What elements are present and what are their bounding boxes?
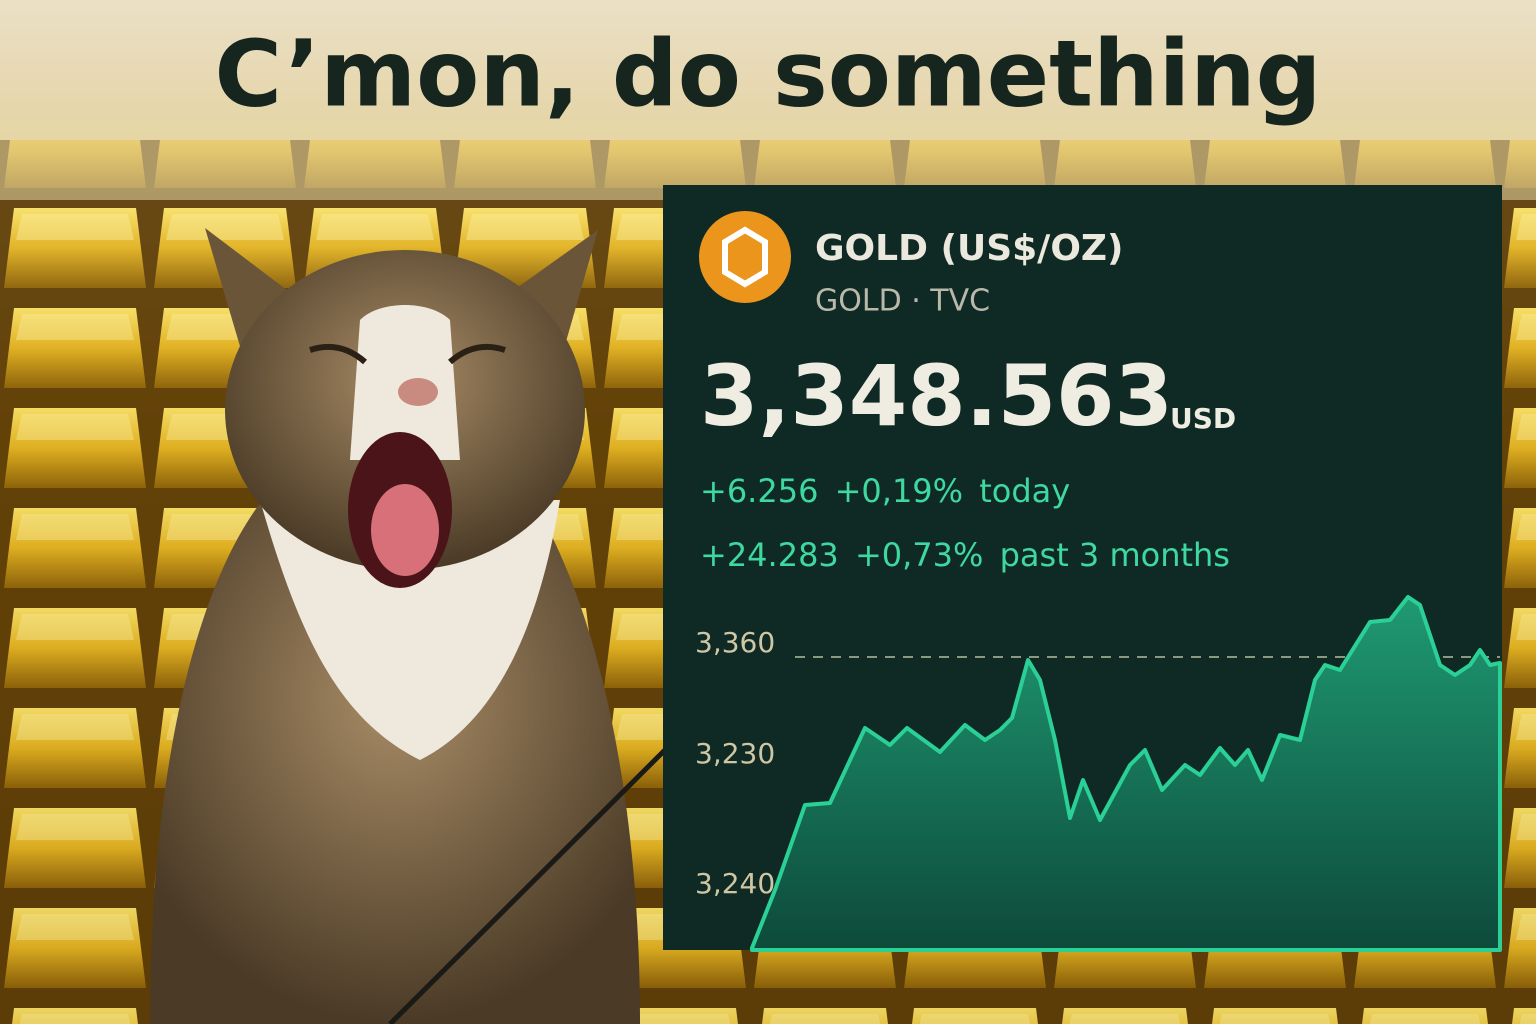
logo-mark: [722, 226, 768, 288]
change-amount: +6.256: [700, 472, 818, 510]
axis-label: 3,240: [695, 867, 775, 900]
price-area: [750, 595, 1502, 952]
change-period: past 3 months: [1000, 536, 1230, 574]
price: 3,348.563: [700, 347, 1173, 445]
currency: USD: [1170, 402, 1236, 435]
price-widget: GOLD (US$/OZ) GOLD · TVC 3,348.563 USD +…: [663, 185, 1502, 952]
asset-symbol: GOLD · TVC: [815, 284, 990, 319]
cat: [150, 228, 640, 1024]
change-3m: +24.283 +0,73% past 3 months: [700, 536, 1230, 574]
change-period: today: [979, 472, 1070, 510]
logo: [699, 211, 791, 303]
change-today: +6.256 +0,19% today: [700, 472, 1070, 510]
asset-name: GOLD (US$/OZ): [815, 228, 1123, 269]
change-percent: +0,19%: [835, 472, 963, 510]
caption: C’mon, do something: [214, 20, 1321, 127]
change-percent: +0,73%: [855, 536, 983, 574]
stick: [388, 733, 682, 1024]
axis-label: 3,360: [695, 626, 775, 659]
change-amount: +24.283: [700, 536, 839, 574]
axis-label: 3,230: [695, 737, 775, 770]
